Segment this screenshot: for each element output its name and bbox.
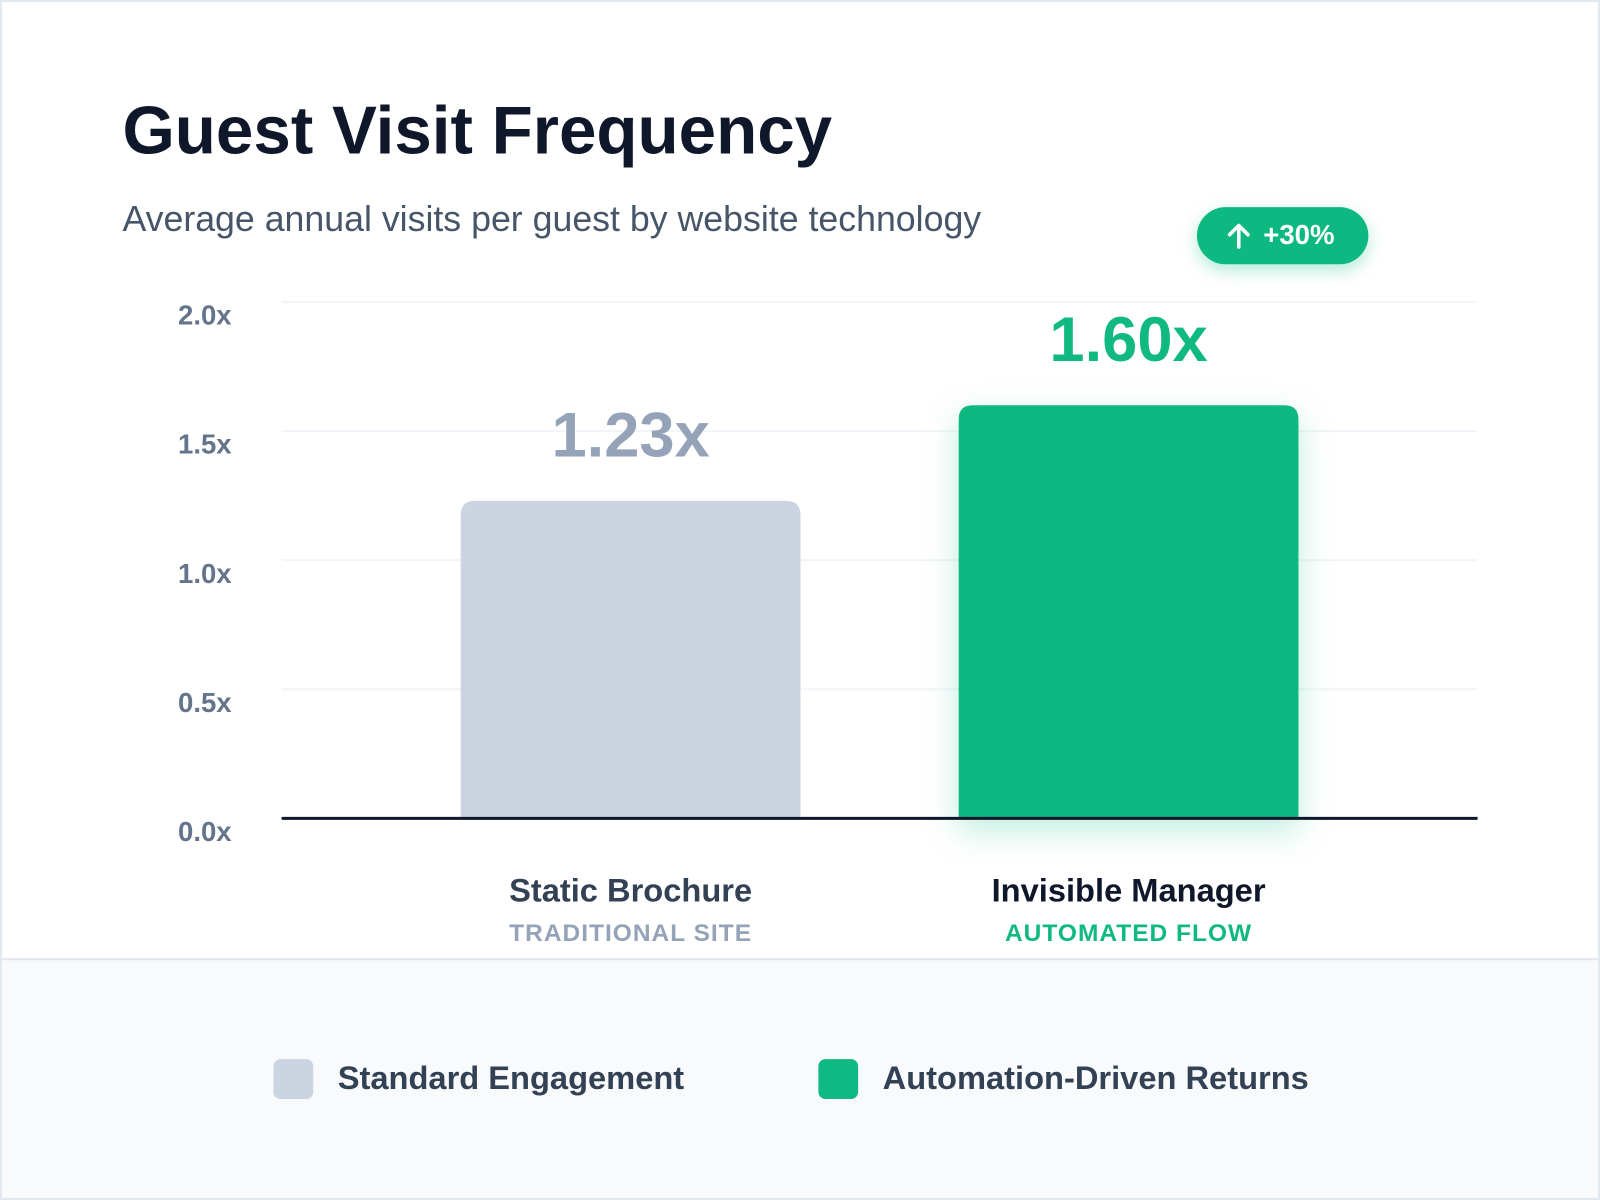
value-label: 1.60x <box>1049 305 1207 375</box>
y-tick-label: 2.0x <box>178 300 232 331</box>
badge-arrow <box>1227 223 1250 249</box>
legend-swatch <box>273 1059 314 1099</box>
category-sublabel: TRADITIONAL SITE <box>509 920 752 947</box>
chart-title: Guest Visit Frequency <box>122 93 832 168</box>
y-tick-label: 0.5x <box>178 687 232 718</box>
value-label: 1.23x <box>551 400 709 470</box>
plot: 0.0x 0.5x 1.0x 1.5x 2.0x 1.23x TRADITIONAL SIT… <box>178 300 1478 947</box>
category-sublabel: AUTOMATED FLOW <box>1005 920 1252 947</box>
legend-label: Automation-Driven Returns <box>883 1059 1309 1096</box>
x-tick-label: Static Brochure <box>509 871 752 908</box>
y-tick-label: 0.0x <box>178 816 232 847</box>
badge-text: +30% <box>1263 219 1334 250</box>
legend-label: Standard Engagement <box>338 1059 685 1096</box>
legend-panel <box>2 959 1598 1198</box>
x-tick-label: Invisible Manager <box>992 871 1266 908</box>
badge <box>1196 207 1369 265</box>
badge-bg <box>1196 207 1369 265</box>
y-tick-label: 1.0x <box>178 558 232 589</box>
bar <box>460 500 801 819</box>
y-tick-label: 1.5x <box>178 429 232 460</box>
bar <box>958 405 1299 819</box>
chart-subtitle: Average annual visits per guest by websi… <box>122 199 981 239</box>
legend-swatch <box>818 1059 859 1099</box>
